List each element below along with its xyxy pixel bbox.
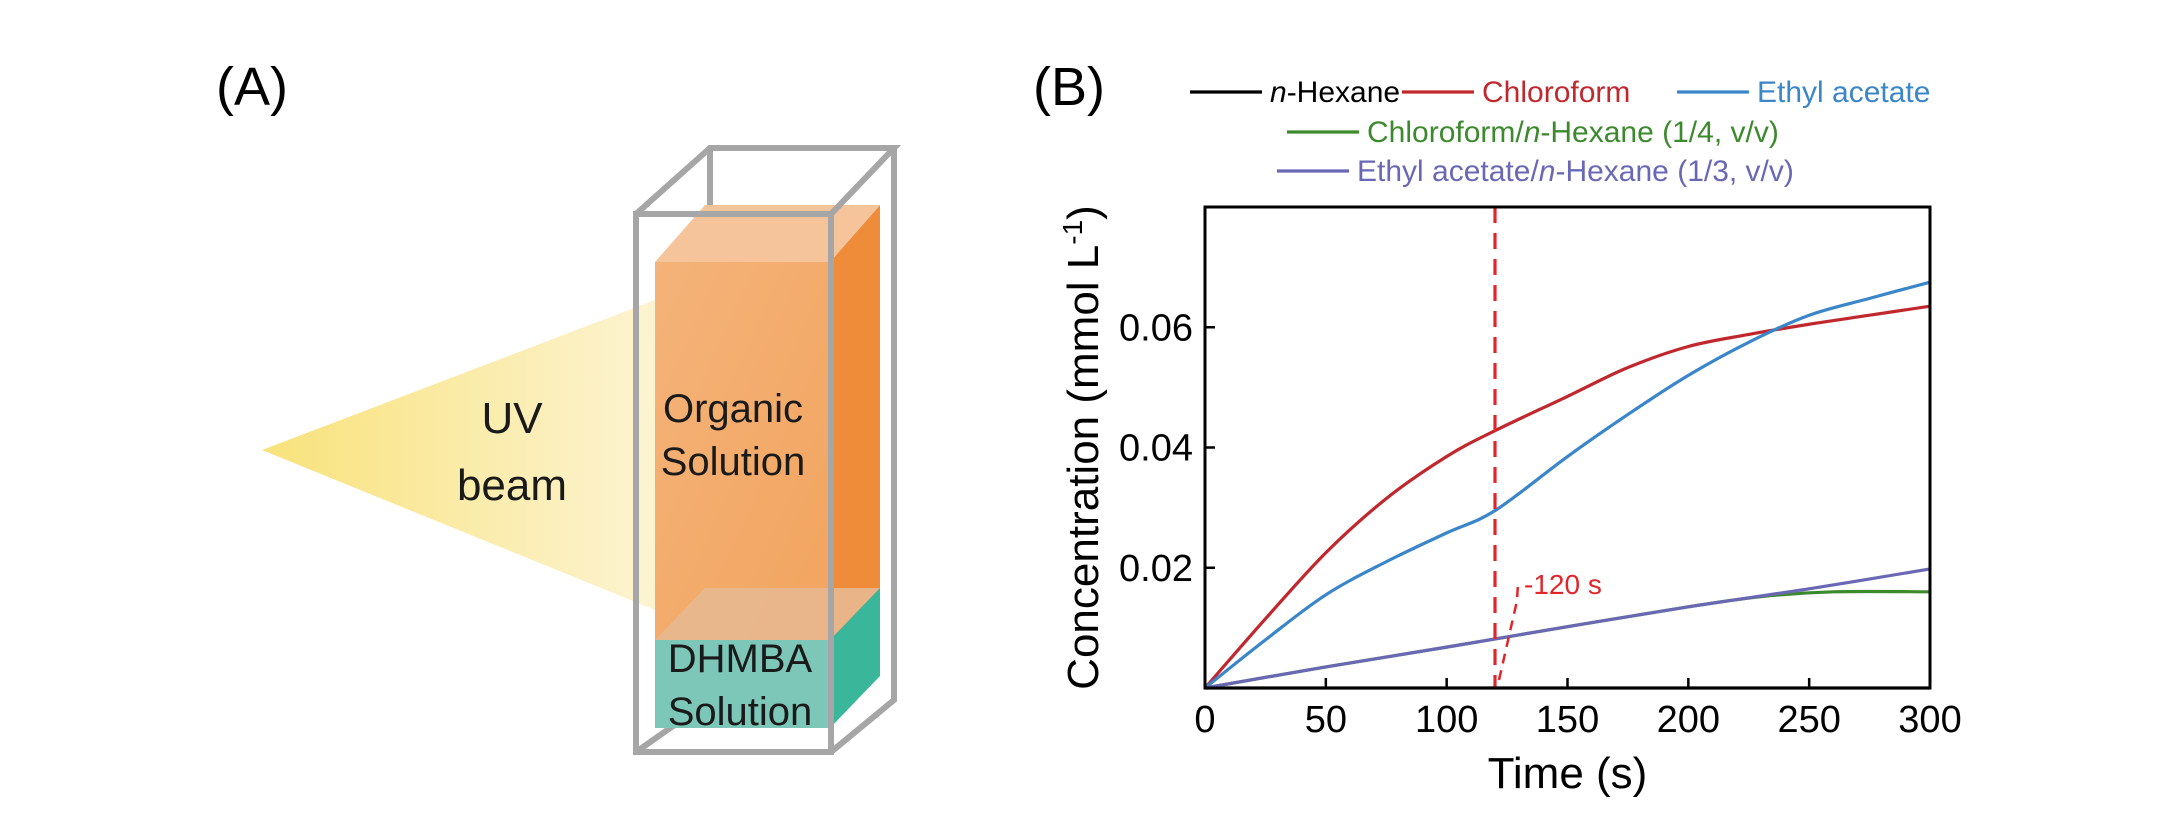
plot-frame [1203, 205, 1932, 690]
uv-beam [262, 300, 655, 610]
cuvette-side-frame [829, 148, 897, 755]
cuvette-illustration: UV beam Organic Solution DHMBA Solution [262, 145, 902, 755]
y-tick-label: 0.02 [1119, 548, 1193, 590]
x-axis-label: Time (s) [1488, 749, 1648, 798]
beam-label-line2: beam [457, 461, 567, 510]
cuvette-top-frame [634, 145, 902, 217]
x-tick-label: 150 [1536, 699, 1599, 741]
y-tick-label: 0.04 [1119, 428, 1193, 470]
series-line-1 [1203, 304, 1931, 690]
y-tick-label: 0.06 [1119, 307, 1193, 349]
legend-label-4: Ethyl acetate/n-Hexane (1/3, v/v) [1357, 155, 1794, 188]
legend-label-0: n-Hexane [1270, 76, 1400, 109]
x-tick-label: 250 [1777, 699, 1840, 741]
organic-top [655, 205, 880, 262]
annotation-pointer [1497, 582, 1520, 681]
dhmba-label-line2: Solution [668, 690, 813, 734]
cuvette-front-frame [633, 211, 834, 755]
dhmba-front [655, 640, 830, 728]
legend-label-3: Chloroform/n-Hexane (1/4, v/v) [1367, 116, 1779, 149]
x-tick-label: 300 [1898, 699, 1961, 741]
y-axis-label: Concentration (mmol L-1) [1057, 205, 1108, 690]
x-tick-label: 100 [1415, 699, 1478, 741]
dhmba-side [830, 588, 880, 728]
panel-label-b: (B) [1033, 57, 1105, 117]
annotation-label: -120 s [1524, 569, 1602, 600]
x-tick-label: 50 [1305, 699, 1347, 741]
organic-front [655, 262, 830, 645]
x-tick-label: 0 [1194, 699, 1215, 741]
series-line-3 [1204, 589, 1931, 690]
panel-label-a: (A) [216, 57, 288, 117]
organic-bottom-face [655, 588, 880, 640]
dhmba-label-line1: DHMBA [668, 637, 813, 681]
legend-label-1: Chloroform [1482, 76, 1630, 109]
concentration-chart: -120 s 0 50 100 150 200 250 300 0.02 0.04 0.06 Time… [1057, 76, 1962, 798]
beam-label-line1: UV [481, 394, 543, 443]
legend-label-2: Ethyl acetate [1757, 76, 1930, 109]
organic-label-line1: Organic [663, 387, 803, 431]
x-tick-label: 200 [1657, 699, 1720, 741]
series-line-2 [1204, 280, 1931, 690]
organic-label-line2: Solution [661, 440, 806, 484]
organic-side [830, 205, 880, 645]
series-line-4 [1204, 567, 1931, 690]
